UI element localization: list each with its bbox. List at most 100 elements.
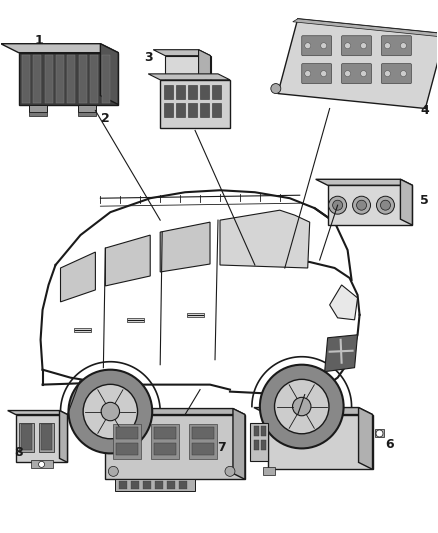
Bar: [155, 481, 163, 489]
Bar: [45, 55, 53, 102]
Text: 6: 6: [385, 438, 394, 451]
Bar: [39, 423, 53, 453]
Bar: [19, 423, 34, 453]
Polygon shape: [198, 50, 211, 82]
Circle shape: [68, 370, 152, 454]
Circle shape: [353, 196, 371, 214]
FancyBboxPatch shape: [381, 36, 411, 55]
Polygon shape: [278, 19, 438, 109]
Polygon shape: [293, 19, 438, 37]
Polygon shape: [100, 44, 118, 104]
Bar: [78, 104, 96, 112]
Bar: [200, 103, 209, 117]
Polygon shape: [60, 252, 95, 302]
Text: 1: 1: [34, 34, 43, 47]
Bar: [263, 467, 275, 475]
Bar: [117, 443, 138, 455]
Bar: [78, 112, 96, 117]
Circle shape: [305, 43, 311, 49]
Text: 3: 3: [144, 51, 152, 64]
Bar: [212, 103, 221, 117]
Bar: [90, 55, 99, 102]
Bar: [113, 424, 141, 459]
Bar: [151, 424, 179, 459]
FancyBboxPatch shape: [381, 63, 411, 84]
Polygon shape: [16, 415, 67, 462]
Polygon shape: [165, 55, 211, 82]
Circle shape: [345, 43, 350, 49]
Polygon shape: [359, 408, 372, 470]
Bar: [212, 85, 221, 99]
Polygon shape: [220, 210, 310, 268]
Bar: [127, 318, 144, 322]
Circle shape: [321, 43, 327, 49]
Text: 8: 8: [14, 446, 23, 459]
Bar: [33, 55, 41, 102]
Polygon shape: [106, 235, 150, 286]
FancyBboxPatch shape: [302, 63, 332, 84]
Bar: [102, 55, 110, 102]
Polygon shape: [148, 74, 230, 80]
Bar: [192, 427, 214, 439]
Circle shape: [305, 71, 311, 77]
Text: 5: 5: [420, 193, 429, 207]
Polygon shape: [160, 222, 210, 272]
Bar: [131, 481, 139, 489]
Circle shape: [225, 466, 235, 477]
Circle shape: [400, 71, 406, 77]
Circle shape: [385, 43, 390, 49]
Circle shape: [271, 84, 281, 94]
Polygon shape: [153, 50, 211, 55]
Bar: [192, 443, 214, 455]
Bar: [21, 424, 32, 450]
Bar: [164, 103, 173, 117]
Circle shape: [328, 196, 346, 214]
Bar: [254, 440, 259, 450]
Polygon shape: [1, 44, 118, 53]
Circle shape: [293, 397, 311, 416]
Polygon shape: [160, 80, 230, 128]
Circle shape: [385, 71, 390, 77]
Bar: [56, 55, 64, 102]
FancyBboxPatch shape: [342, 63, 371, 84]
Circle shape: [108, 466, 118, 477]
Bar: [31, 461, 53, 469]
Circle shape: [101, 402, 120, 421]
Bar: [254, 426, 259, 437]
Circle shape: [345, 71, 350, 77]
Text: 4: 4: [420, 104, 429, 117]
Circle shape: [332, 200, 343, 210]
Bar: [67, 55, 75, 102]
Circle shape: [400, 43, 406, 49]
Bar: [179, 481, 187, 489]
Circle shape: [360, 71, 367, 77]
Bar: [154, 427, 176, 439]
FancyBboxPatch shape: [302, 36, 332, 55]
Polygon shape: [8, 410, 67, 415]
Circle shape: [360, 43, 367, 49]
Polygon shape: [115, 479, 195, 491]
Circle shape: [357, 200, 367, 210]
Bar: [187, 313, 204, 317]
Bar: [176, 85, 185, 99]
Bar: [164, 85, 173, 99]
Circle shape: [377, 196, 395, 214]
Circle shape: [275, 379, 329, 434]
Polygon shape: [268, 415, 372, 470]
Bar: [119, 481, 127, 489]
Polygon shape: [19, 53, 118, 104]
Polygon shape: [233, 409, 245, 479]
Bar: [188, 85, 197, 99]
Bar: [261, 426, 266, 437]
Polygon shape: [330, 285, 357, 320]
Circle shape: [381, 200, 390, 210]
Bar: [79, 55, 87, 102]
Polygon shape: [93, 409, 245, 415]
Bar: [154, 443, 176, 455]
Circle shape: [376, 430, 383, 437]
Bar: [117, 427, 138, 439]
Bar: [143, 481, 151, 489]
Bar: [74, 328, 92, 332]
Polygon shape: [400, 179, 413, 225]
Polygon shape: [325, 335, 357, 372]
